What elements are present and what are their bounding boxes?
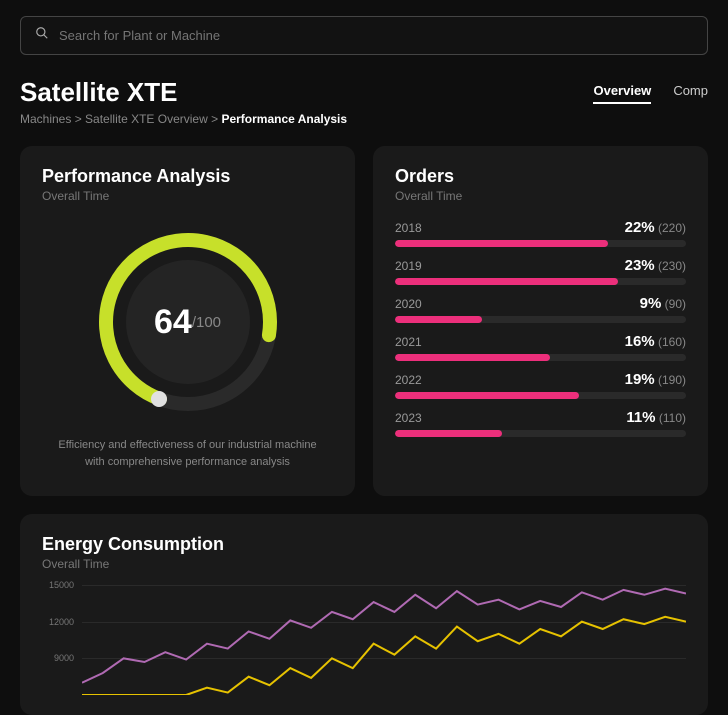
- order-year: 2023: [395, 411, 422, 425]
- y-tick: 15000: [49, 580, 74, 590]
- order-pct: 9%: [640, 295, 662, 312]
- orders-title: Orders: [395, 166, 686, 187]
- order-count: (230): [655, 259, 686, 273]
- search-input[interactable]: [59, 28, 693, 43]
- order-row: 2023 11% (110): [395, 409, 686, 437]
- order-row: 2020 9% (90): [395, 295, 686, 323]
- order-bar: [395, 278, 618, 285]
- energy-subtitle: Overall Time: [42, 557, 686, 571]
- y-tick: 12000: [49, 617, 74, 627]
- order-count: (160): [655, 335, 686, 349]
- order-pct: 23%: [625, 257, 655, 274]
- order-row: 2022 19% (190): [395, 371, 686, 399]
- order-pct: 22%: [625, 219, 655, 236]
- y-tick: 9000: [54, 653, 74, 663]
- gauge-value: 64: [154, 303, 192, 342]
- order-row: 2019 23% (230): [395, 257, 686, 285]
- performance-subtitle: Overall Time: [42, 189, 333, 203]
- order-bar: [395, 354, 550, 361]
- order-pct: 11%: [626, 409, 655, 426]
- energy-panel: Energy Consumption Overall Time 15000 120…: [20, 514, 708, 715]
- order-pct: 19%: [625, 371, 655, 388]
- order-bar: [395, 392, 579, 399]
- order-year: 2019: [395, 259, 422, 273]
- search-bar[interactable]: [20, 16, 708, 55]
- gauge-max: /100: [192, 314, 221, 331]
- performance-panel: Performance Analysis Overall Time 64/100…: [20, 146, 355, 496]
- orders-panel: Orders Overall Time 2018 22% (220) 2019 23%…: [373, 146, 708, 496]
- breadcrumb-item: Performance Analysis: [221, 112, 347, 126]
- order-count: (220): [655, 221, 686, 235]
- breadcrumb-item[interactable]: Satellite XTE Overview: [85, 112, 208, 126]
- page-title: Satellite XTE: [20, 77, 178, 108]
- order-count: (110): [656, 411, 686, 425]
- energy-chart: 15000120009000: [42, 585, 686, 695]
- search-icon: [35, 26, 59, 45]
- order-count: (190): [655, 373, 686, 387]
- breadcrumb-item[interactable]: Machines: [20, 112, 71, 126]
- order-year: 2020: [395, 297, 422, 311]
- performance-description: Efficiency and effectiveness of our indu…: [42, 437, 333, 476]
- order-count: (90): [661, 297, 686, 311]
- energy-line-series-a: [82, 589, 686, 683]
- order-row: 2021 16% (160): [395, 333, 686, 361]
- order-year: 2018: [395, 221, 422, 235]
- orders-subtitle: Overall Time: [395, 189, 686, 203]
- breadcrumb: Machines > Satellite XTE Overview > Perf…: [20, 112, 708, 126]
- order-bar: [395, 430, 502, 437]
- order-year: 2022: [395, 373, 422, 387]
- order-year: 2021: [395, 335, 422, 349]
- tab-bar: Overview Comp: [593, 77, 708, 104]
- order-bar: [395, 240, 608, 247]
- energy-title: Energy Consumption: [42, 534, 686, 555]
- tab-overview[interactable]: Overview: [593, 83, 651, 104]
- order-row: 2018 22% (220): [395, 219, 686, 247]
- order-pct: 16%: [625, 333, 655, 350]
- performance-gauge: 64/100: [83, 217, 293, 427]
- energy-line-series-b: [82, 617, 686, 695]
- performance-title: Performance Analysis: [42, 166, 333, 187]
- order-bar: [395, 316, 482, 323]
- tab-comp[interactable]: Comp: [673, 83, 708, 104]
